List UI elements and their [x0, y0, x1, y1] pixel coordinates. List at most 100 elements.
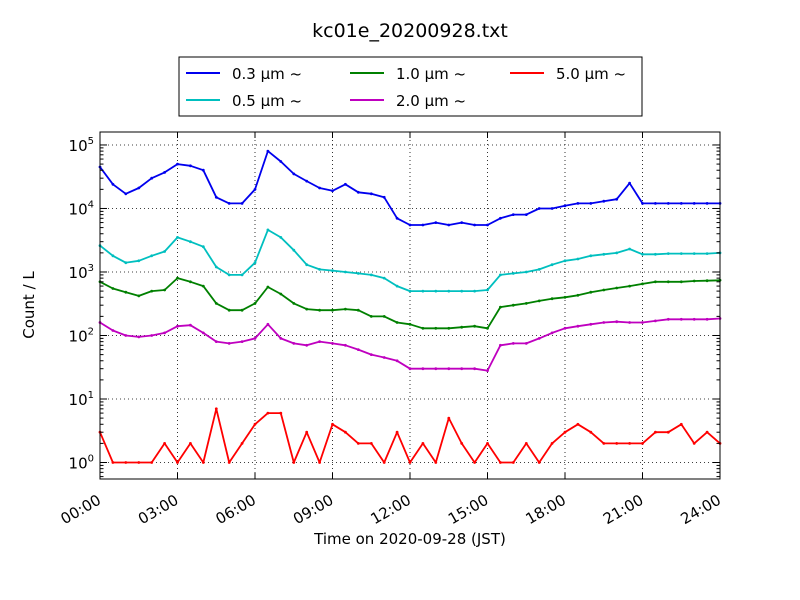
data-point: [615, 442, 619, 445]
data-point: [189, 164, 192, 168]
data-point: [382, 276, 386, 280]
y-tick-base: 10: [69, 200, 88, 218]
data-point: [615, 197, 619, 201]
data-point: [356, 190, 360, 194]
data-point: [576, 324, 580, 328]
data-point: [666, 430, 670, 434]
data-point: [318, 461, 321, 464]
data-point: [408, 461, 412, 464]
data-point: [369, 442, 373, 445]
data-point: [356, 442, 360, 445]
series-0: [98, 149, 722, 227]
data-point: [602, 288, 606, 292]
data-point: [163, 250, 167, 253]
data-point: [369, 273, 373, 277]
data-point: [473, 223, 476, 227]
data-point: [679, 252, 683, 256]
data-point: [201, 331, 205, 335]
data-point: [382, 461, 386, 464]
data-point: [331, 269, 334, 272]
legend-box: [178, 56, 643, 117]
data-point: [382, 195, 386, 199]
data-point: [628, 284, 631, 288]
legend: 0.3 μm ~ 0.5 μm ~ 1.0 μm ~ 2.0 μm ~ 5.0 μm ~: [178, 56, 643, 117]
data-point: [292, 302, 296, 305]
data-point: [266, 228, 270, 232]
data-point: [356, 272, 360, 275]
data-point: [163, 331, 167, 335]
data-point: [163, 288, 167, 292]
data-point: [408, 367, 412, 371]
data-point: [111, 182, 115, 186]
data-point: [654, 280, 657, 284]
data-point: [292, 248, 296, 252]
data-point: [705, 279, 709, 283]
y-tick-exponent: 0: [88, 454, 94, 465]
data-point: [344, 430, 347, 434]
data-point: [447, 289, 451, 293]
legend-label: 0.5 μm ~: [232, 92, 302, 110]
data-point: [460, 442, 464, 445]
data-point: [511, 342, 515, 345]
data-point: [318, 308, 321, 312]
data-point: [460, 325, 464, 329]
y-tick-label: 102: [69, 326, 94, 345]
data-point: [266, 411, 270, 415]
data-point: [305, 343, 309, 347]
data-point: [563, 295, 567, 299]
data-point: [421, 223, 425, 227]
data-point: [189, 323, 192, 327]
data-point: [602, 199, 606, 203]
y-tick-base: 10: [69, 137, 88, 155]
data-point: [460, 289, 464, 293]
data-point: [176, 461, 179, 464]
data-point: [395, 359, 399, 363]
data-point: [227, 461, 231, 464]
data-point: [486, 369, 489, 372]
data-point: [305, 307, 309, 311]
legend-label: 0.3 μm ~: [232, 65, 302, 83]
data-point: [654, 430, 657, 434]
legend-label: 1.0 μm ~: [396, 65, 466, 83]
y-tick-exponent: 4: [88, 199, 94, 210]
data-point: [279, 411, 283, 415]
data-point: [266, 149, 270, 153]
data-point: [382, 315, 386, 318]
data-point: [227, 202, 231, 205]
y-tick-exponent: 5: [88, 136, 94, 147]
data-point: [201, 461, 205, 464]
data-point: [705, 317, 709, 321]
data-point: [292, 342, 296, 345]
data-point: [473, 324, 476, 328]
data-point: [408, 289, 412, 293]
data-point: [563, 430, 567, 434]
data-point: [240, 273, 244, 277]
data-point: [550, 331, 554, 335]
data-point: [292, 461, 296, 464]
data-point: [705, 202, 709, 205]
data-point: [499, 273, 502, 277]
data-point: [524, 302, 528, 305]
data-point: [615, 251, 619, 255]
data-point: [421, 289, 425, 293]
data-point: [227, 308, 231, 312]
data-point: [318, 340, 321, 343]
data-point: [679, 202, 683, 205]
data-point: [279, 236, 283, 239]
data-point: [279, 337, 283, 340]
data-point: [460, 367, 464, 371]
y-tick-base: 10: [69, 264, 88, 282]
data-point: [524, 342, 528, 345]
data-point: [524, 213, 528, 217]
data-point: [240, 308, 244, 312]
data-point: [189, 240, 192, 244]
data-point: [589, 322, 593, 326]
series-2: [98, 276, 722, 330]
data-point: [537, 207, 541, 210]
data-point: [692, 317, 696, 321]
y-tick-label: 101: [69, 390, 94, 409]
data-point: [150, 176, 154, 180]
y-tick-exponent: 2: [88, 326, 94, 337]
